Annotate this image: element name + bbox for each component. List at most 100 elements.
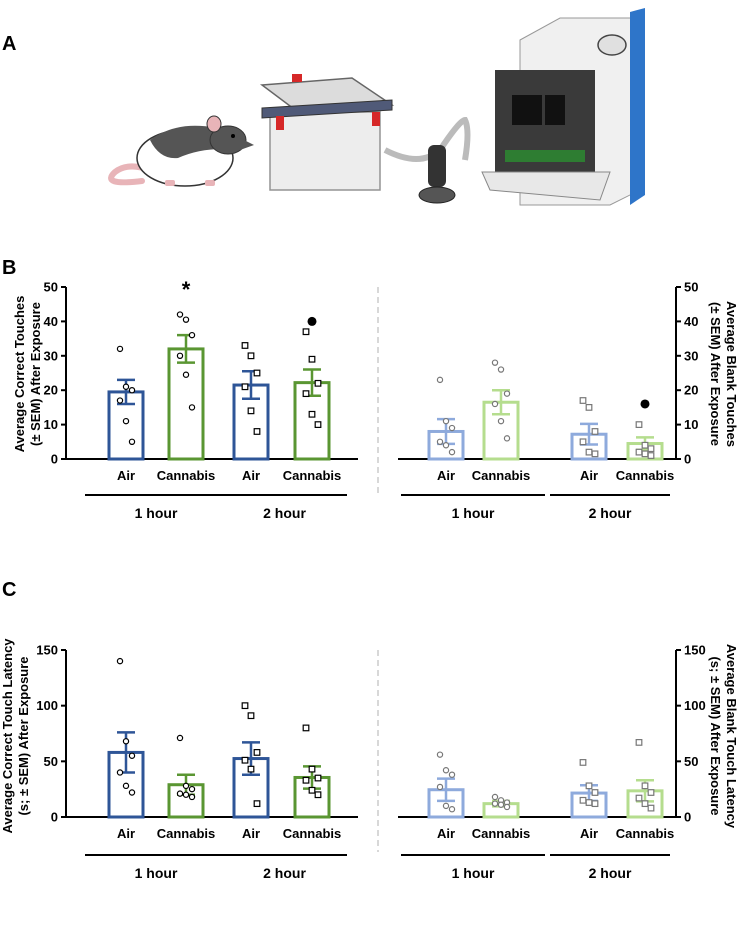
operant-box-illustration — [481, 8, 645, 206]
panel-c-category-label: Air — [437, 826, 455, 841]
panel-b-group-label: 1 hour — [452, 505, 495, 521]
panel-c-left-tick-label: 100 — [36, 698, 58, 713]
panel-b-data-point — [188, 331, 196, 339]
panel-c-category-label: Cannabis — [283, 826, 342, 841]
panel-b-data-point — [503, 435, 511, 442]
panel-b-left-ylabel-line2: (± SEM) After Exposure — [28, 302, 43, 446]
panel-c-data-point — [647, 804, 655, 812]
panel-b-data-point — [591, 450, 599, 458]
panel-b-data-point — [436, 376, 444, 384]
panel-b-data-point — [308, 355, 316, 363]
panel-c-data-point — [241, 702, 249, 710]
panel-c-right-ylabel-line2: (s; ± SEM) After Exposure — [708, 656, 723, 815]
panel-b-data-point — [442, 417, 450, 425]
panel-b-data-point — [182, 316, 190, 323]
panel-b-data-point — [188, 404, 196, 411]
panel-c-data-point — [128, 789, 136, 796]
panel-c-data-point — [176, 734, 184, 742]
panel-b-data-point — [302, 390, 310, 398]
panel-c-data-point — [491, 800, 499, 807]
panel-c-category-label: Air — [580, 826, 598, 841]
panel-c-data-point — [591, 789, 599, 796]
panel-b-right-ylabel-line1: Average Blank Touches — [724, 301, 739, 447]
panel-c-data-point — [116, 657, 124, 665]
panel-b-data-point — [116, 345, 124, 353]
panel-b-data-point — [579, 438, 587, 446]
panel-b-data-point — [247, 407, 255, 415]
illustration — [108, 8, 645, 206]
panel-c-data-point — [308, 786, 316, 794]
panel-c-data-point — [302, 776, 310, 784]
panel-c-data-point — [241, 756, 249, 764]
panel-b-right-tick-label: 40 — [684, 314, 698, 329]
panel-c-right-tick-label: 0 — [684, 810, 691, 825]
panel-letter-a: A — [2, 33, 16, 55]
panel-c-data-point — [182, 782, 190, 790]
panel-c-right-ylabel-line1: Average Blank Touch Latency — [724, 644, 739, 829]
panel-b-left-ylabel-line1: Average Correct Touches — [12, 296, 27, 453]
panel-c-data-point — [591, 800, 599, 808]
panel-c-data-point — [253, 749, 261, 756]
panel-b-data-point — [647, 445, 655, 453]
panel-b-data-point — [176, 311, 184, 318]
panel-c-category-label: Air — [242, 826, 260, 841]
panel-b-data-point — [497, 366, 505, 373]
panel-c-data-point — [247, 765, 255, 773]
panel-c-category-label: Cannabis — [157, 826, 216, 841]
panel-c-left-tick-label: 150 — [36, 643, 58, 658]
panel-b-data-point — [436, 438, 444, 445]
panel-c-left-ylabel-line1: Average Correct Touch Latency — [0, 638, 15, 834]
panel-b-data-point — [314, 421, 322, 428]
panel-c-data-point — [585, 782, 593, 790]
panel-c-data-point — [497, 801, 505, 808]
panel-c-left-tick-label: 50 — [44, 754, 58, 769]
panel-b-data-point — [122, 383, 130, 390]
panel-c-data-point — [253, 800, 261, 808]
panel-b-data-point — [182, 371, 190, 378]
panel-c-data-point — [308, 765, 316, 773]
panel-c-category-label: Cannabis — [472, 826, 531, 841]
chamber-illustration — [259, 74, 471, 191]
panel-b-data-point — [635, 421, 643, 428]
panel-b-left-tick-label: 40 — [44, 314, 58, 329]
panel-b-right-ylabel-line2: (± SEM) After Exposure — [708, 302, 723, 446]
panel-c-data-point — [128, 752, 136, 759]
panel-c-group-label: 1 hour — [452, 865, 495, 881]
rat-illustration — [108, 115, 254, 187]
panel-c-group-label: 1 hour — [135, 865, 178, 881]
panel-c-data-point — [122, 782, 130, 790]
panel-c-data-point — [579, 796, 587, 804]
panel-c-data-point — [647, 789, 655, 796]
panel-b-data-point — [591, 428, 599, 435]
panel-b-category-label: Cannabis — [472, 468, 531, 483]
panel-b-data-point — [314, 379, 322, 387]
panel-b-data-point — [647, 452, 655, 459]
panel-c-right-ylabel: Average Blank Touch Latency (s; ± SEM) A… — [708, 644, 739, 829]
panel-b-data-point — [176, 352, 184, 359]
panel-b-data-point — [116, 397, 124, 404]
panel-c-data-point — [503, 803, 511, 811]
panel-b-data-point — [253, 369, 261, 377]
panel-b-right-tick-label: 30 — [684, 348, 698, 363]
panel-c-category-label: Cannabis — [616, 826, 675, 841]
panel-b-data-point — [491, 400, 499, 408]
panel-b-data-point — [503, 390, 511, 397]
vaporizer-illustration — [418, 145, 456, 204]
panel-b-data-point — [641, 441, 649, 449]
panel-c-data-point — [122, 738, 130, 745]
panel-b-category-label: Air — [437, 468, 455, 483]
panel-c-data-point — [641, 800, 649, 808]
panel-c-chart: Average Correct Touch Latency (s; ± SEM)… — [0, 638, 739, 881]
panel-b-data-point — [442, 442, 450, 449]
panel-c-left-ylabel-line2: (s; ± SEM) After Exposure — [16, 656, 31, 815]
panel-b-data-point — [241, 383, 249, 391]
panel-b-chart: Average Correct Touches (± SEM) After Ex… — [12, 277, 739, 521]
panel-b-group-label: 1 hour — [135, 505, 178, 521]
panel-c-group-label: 2 hour — [589, 865, 632, 881]
panel-b-left-tick-label: 30 — [44, 348, 58, 363]
panel-b-data-point — [579, 397, 587, 404]
panel-c-data-point — [448, 806, 456, 813]
panel-c-left-ylabel: Average Correct Touch Latency (s; ± SEM)… — [0, 638, 31, 834]
panel-b-outlier-marker — [307, 316, 317, 326]
panel-c-data-point — [635, 739, 643, 746]
